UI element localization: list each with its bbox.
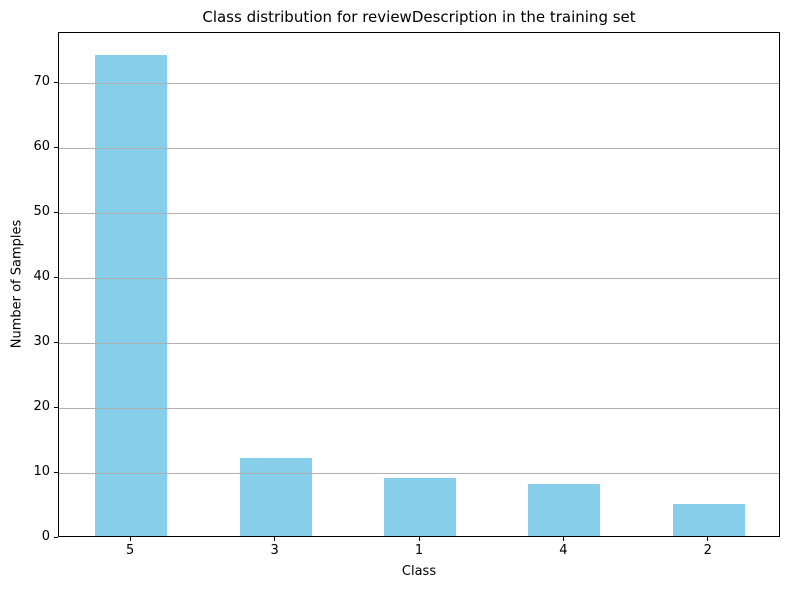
y-tick-mark-30 [54, 341, 58, 343]
y-tick-mark-0 [54, 536, 58, 538]
y-tick-label-50: 50 [33, 204, 50, 220]
bar-class-4 [528, 484, 601, 536]
bar-class-3 [239, 458, 312, 536]
x-tick-mark-1 [418, 537, 420, 541]
x-tick-mark-3 [274, 537, 276, 541]
gridline-y-20 [59, 408, 779, 409]
x-tick-label-2: 2 [703, 543, 712, 558]
y-tick-mark-60 [54, 146, 58, 148]
x-tick-mark-4 [562, 537, 564, 541]
gridline-y-10 [59, 473, 779, 474]
y-tick-label-10: 10 [33, 464, 50, 479]
grid-layer [59, 33, 779, 536]
y-tick-label-70: 70 [33, 74, 50, 90]
bars-layer [59, 33, 779, 536]
gridline-y-60 [59, 148, 779, 150]
y-tick-label-60: 60 [33, 139, 50, 155]
x-tick-label-4: 4 [559, 543, 568, 558]
y-tick-mark-70 [54, 81, 58, 83]
x-tick-label-5: 5 [126, 543, 135, 558]
y-tick-mark-50 [54, 211, 58, 213]
gridline-y-30 [59, 343, 779, 345]
y-tick-label-30: 30 [33, 334, 50, 350]
y-tick-mark-40 [54, 276, 58, 278]
x-tick-label-1: 1 [414, 543, 424, 558]
bar-class-1 [383, 477, 457, 536]
y-tick-mark-10 [54, 471, 58, 473]
plot-area [58, 32, 780, 537]
y-tick-mark-20 [54, 406, 58, 408]
x-axis-label: Class [401, 564, 437, 579]
x-tick-mark-5 [129, 537, 131, 541]
x-tick-mark-2 [707, 537, 709, 541]
bar-class-2 [672, 503, 745, 536]
y-tick-label-40: 40 [33, 269, 50, 285]
bar-class-5 [95, 55, 168, 536]
gridline-y-70 [59, 83, 779, 85]
gridline-y-50 [59, 213, 779, 215]
chart-title: Class distribution for reviewDescription… [202, 8, 636, 26]
y-tick-label-0: 0 [41, 529, 50, 544]
y-tick-label-20: 20 [33, 399, 50, 414]
gridline-y-40 [59, 278, 779, 280]
x-tick-label-3: 3 [270, 543, 279, 558]
